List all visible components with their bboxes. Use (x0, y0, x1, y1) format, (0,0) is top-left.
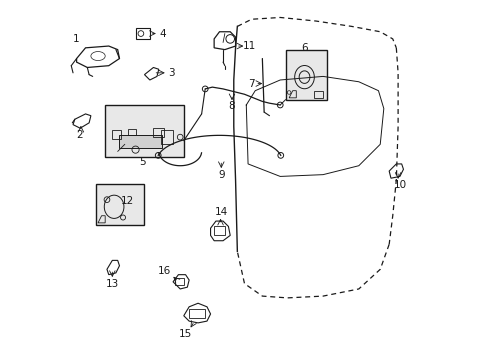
Bar (112, 130, 121, 139)
Bar (135, 28, 149, 39)
Bar (128, 129, 135, 135)
Text: 2: 2 (76, 130, 82, 140)
Text: 15: 15 (179, 329, 192, 339)
Text: 6: 6 (301, 43, 307, 53)
Bar (285, 50, 326, 100)
Text: 1: 1 (73, 34, 80, 44)
Text: 14: 14 (214, 207, 227, 217)
Bar (214, 226, 224, 235)
Bar (96, 184, 144, 225)
Bar (153, 128, 164, 137)
Bar (189, 309, 205, 318)
Text: 13: 13 (105, 279, 119, 289)
Bar (175, 278, 183, 285)
Text: 10: 10 (392, 180, 406, 190)
Text: 7: 7 (248, 78, 254, 89)
Text: 12: 12 (121, 197, 134, 206)
Text: 8: 8 (228, 102, 235, 111)
Bar (160, 130, 173, 144)
Text: 16: 16 (157, 266, 170, 276)
Text: 4: 4 (159, 28, 165, 39)
Text: 11: 11 (243, 41, 256, 51)
Text: 5: 5 (139, 157, 146, 167)
Bar (105, 105, 183, 157)
Text: 9: 9 (218, 170, 224, 180)
Text: 3: 3 (167, 68, 174, 78)
Bar (119, 135, 162, 148)
